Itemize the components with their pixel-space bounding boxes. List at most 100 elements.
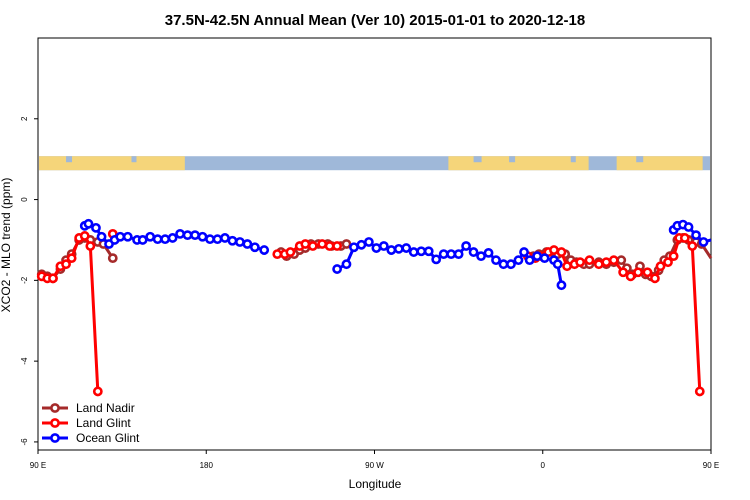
data-point [227,235,238,246]
y-tick-label: 2 [20,116,29,121]
data-point [423,246,434,257]
data-point [212,234,223,245]
ocean-band [570,156,576,163]
y-axis-label: XCO2 - MLO trend (ppm) [0,178,13,313]
data-point [539,253,550,264]
data-point [642,267,653,278]
data-point [618,267,629,278]
data-point [393,243,404,254]
data-point [220,233,230,243]
data-point [519,247,529,257]
data-point [349,242,359,253]
y-axis: -6 -4 -2 0 2 [20,116,38,445]
data-point [167,233,178,243]
data-point [408,247,419,257]
data-point [317,239,328,249]
data-point [249,242,260,253]
data-point [285,247,296,257]
data-point [91,222,101,233]
data-point [687,241,698,251]
y-tick-label: -2 [20,276,29,284]
data-point [679,233,690,243]
data-point [378,241,389,251]
data-point [300,239,311,249]
data-point [145,231,156,242]
data-point [234,237,245,247]
data-point [160,234,171,245]
data-point [663,257,673,268]
data-point [332,241,343,251]
series-ocean-glint [79,218,712,291]
legend-label: Land Nadir [76,401,135,415]
data-point [152,234,163,245]
ocean-band [131,156,137,163]
data-point [324,241,335,251]
x-tick-label: 90 E [703,461,719,470]
data-point [259,245,270,255]
data-point [506,259,516,270]
data-point [48,273,58,284]
series-layer [36,218,713,397]
data-point [182,230,193,241]
data-point [115,231,126,242]
data-point [601,257,612,268]
data-point [356,239,367,250]
data-point [498,259,509,270]
data-point [593,259,604,270]
x-axis: 90 E 180 90 W 0 90 E [30,450,719,470]
x-tick-label: 90 E [30,461,46,470]
data-point [491,255,501,266]
data-point [242,239,253,249]
chart-title: 37.5N-42.5N Annual Mean (Ver 10) 2015-01… [165,12,585,29]
land-band [616,156,703,171]
ocean-band [473,156,482,163]
data-point [513,255,524,266]
data-point [272,249,283,259]
x-tick-label: 180 [200,461,214,470]
data-point [616,255,627,266]
data-point [650,273,660,284]
data-point [79,231,90,241]
data-point [655,261,666,272]
y-tick-label: 0 [20,197,29,202]
data-point [431,254,442,265]
data-point [683,222,694,232]
data-point [341,239,352,249]
data-point [694,386,705,397]
data-point [532,251,543,262]
legend-marker [50,418,60,428]
legend-label: Land Glint [76,416,131,430]
data-point [446,249,457,259]
ocean-band [636,156,644,163]
data-point [341,259,352,270]
data-point [608,255,619,266]
data-point [307,241,318,251]
x-tick-label: 0 [541,461,546,470]
land-ocean-band [39,156,710,171]
data-point [401,243,412,253]
data-point [438,249,449,259]
data-point [575,257,586,268]
y-tick-label: -6 [20,438,29,446]
data-point [549,245,559,255]
data-point [476,251,486,262]
land-band [39,156,185,171]
x-tick-label: 90 W [365,461,384,470]
data-point [691,230,701,241]
data-point [332,264,343,274]
data-point [562,261,572,272]
data-point [483,247,494,258]
data-point [625,271,636,282]
data-point [468,247,479,257]
data-point [190,230,200,241]
series-land-glint [36,229,705,397]
data-point [556,247,567,257]
data-point [363,237,374,247]
ocean-band [509,156,516,163]
data-point [524,255,535,266]
data-point [61,259,71,270]
data-point [92,386,103,397]
data-point [175,229,185,239]
